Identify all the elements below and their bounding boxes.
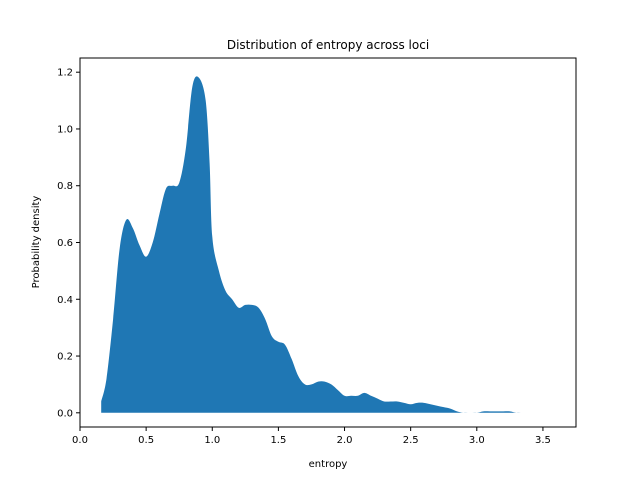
y-axis-label: Probability density [31,196,42,289]
x-tick-label: 1.0 [204,435,220,446]
y-tick-label: 0.6 [57,238,73,249]
y-tick-label: 0.2 [57,352,73,363]
y-tick-label: 1.0 [57,124,73,135]
y-tick-label: 0.8 [57,181,73,192]
x-tick-label: 3.0 [469,435,485,446]
x-tick-label: 3.5 [535,435,551,446]
y-tick-label: 0.4 [57,295,73,306]
x-axis-label: entropy [309,459,348,470]
y-tick-label: 0.0 [57,408,73,419]
x-tick-label: 0.0 [72,435,88,446]
x-tick-label: 2.0 [337,435,353,446]
x-tick-label: 0.5 [138,435,154,446]
x-tick-label: 1.5 [270,435,286,446]
density-area [101,76,554,413]
y-axis-ticks: 0.0 0.2 0.4 0.6 0.8 1.0 1.2 [57,68,80,419]
x-tick-label: 2.5 [403,435,419,446]
y-tick-label: 1.2 [57,68,73,79]
chart-title: Distribution of entropy across loci [227,38,429,52]
plot-frame [79,57,577,428]
x-axis-ticks: 0.0 0.5 1.0 1.5 2.0 2.5 3.0 3.5 [72,427,551,446]
